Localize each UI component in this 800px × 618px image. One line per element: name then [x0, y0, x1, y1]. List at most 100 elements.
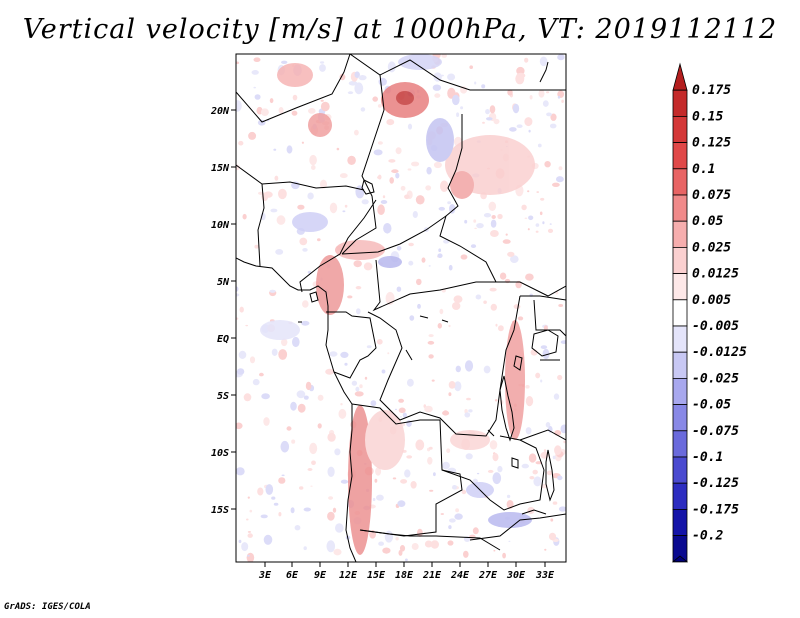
velocity-speckle — [247, 533, 253, 538]
velocity-speckle — [274, 175, 279, 181]
velocity-speckle — [516, 72, 526, 79]
velocity-speckle — [382, 547, 391, 554]
velocity-speckle — [456, 112, 460, 117]
lon-label-27e: 27E — [478, 570, 498, 581]
velocity-speckle — [265, 484, 274, 495]
velocity-speckle — [532, 469, 538, 475]
positive-region-cameroon — [316, 255, 344, 315]
velocity-speckle — [549, 223, 552, 225]
velocity-speckle — [278, 349, 288, 360]
velocity-speckle — [252, 378, 260, 386]
velocity-speckle — [273, 148, 277, 151]
congo-river-islands — [298, 291, 547, 515]
southern-border — [359, 529, 501, 551]
velocity-speckle — [442, 461, 450, 470]
velocity-speckle — [507, 89, 513, 96]
velocity-speckle — [544, 161, 551, 168]
positive-region-south — [450, 430, 490, 450]
velocity-speckle — [424, 540, 433, 548]
velocity-speckle — [539, 211, 543, 216]
velocity-speckle — [448, 324, 451, 328]
velocity-speckle — [359, 384, 363, 389]
velocity-speckle — [281, 474, 285, 477]
grads-credit: GrADS: IGES/COLA — [4, 602, 91, 612]
velocity-speckle — [430, 540, 439, 549]
velocity-speckle — [366, 345, 372, 349]
velocity-speckle — [257, 487, 264, 496]
velocity-speckle — [454, 381, 462, 392]
lon-label-15e: 15E — [367, 570, 386, 581]
velocity-speckle — [258, 191, 264, 195]
velocity-speckle — [305, 381, 312, 391]
velocity-speckle — [347, 91, 354, 95]
velocity-speckle — [281, 338, 288, 347]
velocity-speckle — [303, 507, 311, 512]
velocity-speckle — [535, 230, 539, 233]
velocity-speckle — [425, 185, 432, 191]
velocity-speckle — [236, 100, 242, 112]
velocity-speckle — [492, 453, 499, 462]
colorbar-segment — [672, 404, 688, 432]
velocity-speckle — [302, 300, 309, 308]
velocity-speckle — [363, 262, 373, 271]
velocity-speckle — [333, 548, 342, 556]
velocity-speckle — [276, 215, 286, 225]
velocity-speckle — [424, 405, 433, 413]
negative-region-gulf — [260, 320, 300, 340]
velocity-speckle — [517, 316, 524, 321]
velocity-speckle — [374, 478, 378, 483]
velocity-speckle — [275, 249, 284, 255]
velocity-speckle — [460, 254, 468, 260]
velocity-speckle — [426, 166, 432, 175]
velocity-speckle — [344, 362, 348, 366]
velocity-speckle — [563, 440, 566, 444]
velocity-speckle — [278, 512, 282, 517]
velocity-speckle — [241, 542, 249, 552]
velocity-speckle — [525, 385, 530, 389]
colorbar-label: -0.005 — [692, 319, 739, 334]
velocity-speckle — [327, 511, 335, 521]
velocity-speckle — [340, 479, 348, 484]
velocity-speckle — [546, 470, 553, 476]
velocity-speckle — [338, 408, 347, 419]
velocity-speckle — [502, 552, 506, 559]
colorbar-label: 0.005 — [692, 293, 731, 308]
velocity-speckle — [307, 270, 312, 274]
velocity-speckle — [410, 481, 417, 489]
negative-region-sahara — [426, 118, 454, 162]
velocity-speckle — [394, 408, 398, 411]
velocity-speckle — [247, 496, 250, 499]
velocity-speckle — [428, 334, 434, 338]
velocity-speckle — [273, 502, 279, 506]
velocity-speckle — [340, 351, 349, 358]
colorbar-label: 0.05 — [692, 214, 723, 229]
colorbar-segment — [672, 142, 688, 170]
velocity-speckle — [271, 348, 278, 356]
velocity-speckle — [382, 195, 386, 199]
velocity-speckle — [483, 365, 491, 374]
velocity-speckle — [490, 219, 497, 228]
velocity-speckle — [400, 479, 408, 484]
velocity-speckle — [335, 523, 344, 533]
colorbar-bottom-arrow — [671, 555, 689, 563]
velocity-speckle — [497, 213, 503, 220]
lake-tanganyika — [499, 375, 515, 442]
velocity-speckle — [299, 486, 304, 490]
colorbar-segment — [672, 482, 688, 510]
velocity-speckle — [439, 308, 444, 315]
velocity-speckle — [453, 295, 463, 304]
drc-borders — [367, 295, 521, 437]
velocity-speckle — [238, 140, 244, 146]
velocity-speckle — [380, 200, 388, 204]
colorbar-label: -0.025 — [692, 371, 739, 386]
velocity-speckle — [259, 372, 264, 377]
colorbar-segment — [672, 116, 688, 144]
positive-core-north-chad — [396, 91, 414, 105]
velocity-speckle — [398, 549, 403, 556]
velocity-speckle — [554, 445, 562, 456]
positive-region-darfur — [450, 171, 474, 199]
velocity-speckle — [302, 248, 308, 252]
velocity-speckle — [376, 339, 383, 345]
velocity-speckle — [542, 348, 550, 360]
velocity-speckle — [470, 244, 477, 249]
